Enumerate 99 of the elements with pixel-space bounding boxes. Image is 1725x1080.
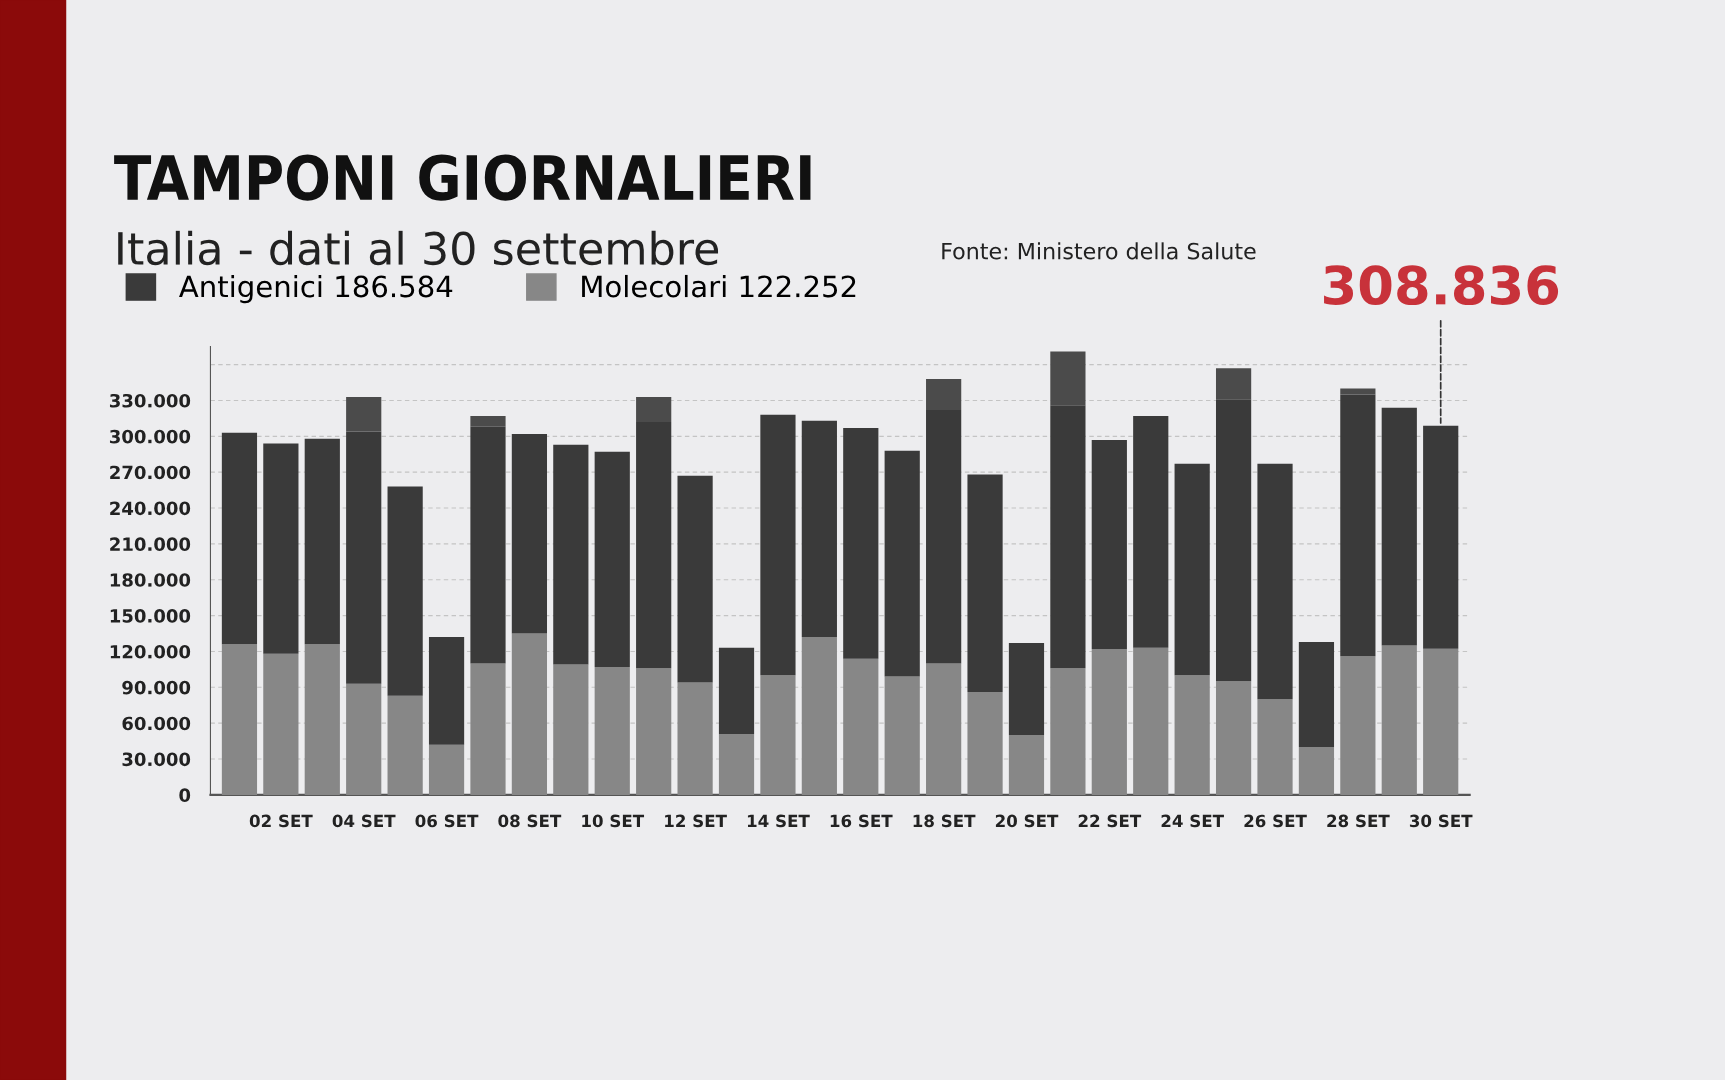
bar (263, 653, 299, 795)
bar (636, 421, 672, 669)
bar (801, 420, 837, 638)
legend-label: Molecolari 122.252 (582, 274, 856, 298)
x-tick-label: 30 SET (1409, 814, 1473, 828)
bar (1381, 407, 1417, 646)
bar (346, 431, 382, 684)
bar (1091, 439, 1127, 650)
x-tick-label: 18 SET (913, 814, 976, 828)
bar (843, 427, 879, 659)
chart-subtitle: Italia - dati al 30 settembre (118, 230, 719, 266)
chart-title: TAMPONI GIORNALIERI (114, 154, 811, 201)
bar (1008, 643, 1045, 736)
source-note: Fonte: Ministero della Salute (942, 242, 1256, 260)
x-tick-label: 08 SET (498, 814, 562, 828)
bar (884, 450, 920, 677)
x-tick-label: 26 SET (1244, 814, 1307, 828)
bar (1215, 368, 1252, 400)
bar (967, 474, 1003, 693)
x-tick-label: 24 SET (1161, 814, 1224, 828)
bar (221, 432, 258, 645)
bar (1215, 681, 1252, 795)
bar (511, 433, 548, 634)
bar (677, 682, 713, 795)
x-tick-label: 14 SET (747, 814, 810, 828)
bar (926, 378, 962, 411)
legend-label: Antigenici 186.584 (179, 274, 453, 304)
bar (1298, 747, 1335, 795)
bar (304, 644, 340, 795)
y-tick-label: 90.000 (122, 680, 191, 695)
bar (636, 396, 672, 422)
y-tick-label: 210.000 (110, 537, 191, 551)
bar (1091, 649, 1127, 795)
y-tick-label: 120.000 (110, 644, 191, 659)
bar (553, 444, 589, 665)
bar (428, 637, 465, 745)
y-tick-label: 300.000 (109, 429, 191, 444)
bar (967, 692, 1003, 795)
bar (1050, 405, 1086, 669)
bar (926, 663, 962, 795)
bar (1340, 394, 1376, 657)
bar (594, 451, 630, 667)
bar (1050, 351, 1086, 406)
bar (470, 663, 506, 795)
annotation: 308.836 (1324, 265, 1559, 306)
y-tick-label: 330.000 (109, 393, 191, 408)
y-tick-label: 30.000 (122, 752, 191, 767)
bar (1257, 463, 1293, 700)
y-tick-label: 60.000 (122, 716, 191, 731)
bar (1340, 656, 1376, 795)
bar (470, 416, 506, 427)
bar (470, 426, 506, 664)
x-tick-label: 12 SET (665, 814, 727, 828)
bar (760, 675, 796, 795)
x-tick-label: 10 SET (582, 814, 645, 828)
x-tick-label: 20 SET (995, 814, 1059, 828)
bar (718, 733, 755, 795)
x-tick-label: 16 SET (830, 814, 893, 828)
x-tick-label: 02 SET (249, 814, 313, 828)
x-tick-label: 06 SET (415, 814, 479, 828)
bar (387, 486, 423, 696)
bar (1298, 641, 1335, 748)
bar (1423, 648, 1459, 795)
x-tick-label: 04 SET (332, 814, 396, 828)
bar (843, 658, 879, 795)
bar (760, 414, 796, 676)
bar (1215, 399, 1252, 682)
bar (387, 695, 423, 795)
y-tick-label: 150.000 (110, 609, 191, 623)
y-tick-label: 270.000 (110, 465, 191, 480)
bar (553, 664, 589, 795)
bar (1008, 735, 1045, 795)
bar (926, 410, 962, 664)
x-tick-label: 22 SET (1078, 814, 1142, 828)
x-tick-label: 28 SET (1327, 814, 1390, 828)
bar (263, 443, 299, 654)
bar (511, 633, 548, 795)
bar (1174, 463, 1210, 676)
bar (346, 396, 382, 432)
bar (636, 668, 672, 795)
bar (346, 683, 382, 795)
y-tick-label: 0 (179, 788, 191, 802)
bar (677, 475, 713, 683)
bar (1423, 425, 1459, 649)
y-tick-label: 240.000 (110, 501, 191, 516)
y-tick-label: 180.000 (110, 573, 191, 587)
bar (1133, 416, 1169, 648)
bar (428, 744, 465, 795)
bar (1257, 699, 1293, 795)
bar (884, 676, 920, 795)
bar (1381, 645, 1417, 795)
bar (718, 647, 755, 734)
bar (801, 637, 837, 795)
bar (594, 666, 630, 795)
bar (1174, 675, 1210, 795)
bar (221, 644, 258, 795)
bar (1050, 668, 1086, 795)
bar (1133, 647, 1169, 795)
bar (304, 438, 340, 645)
